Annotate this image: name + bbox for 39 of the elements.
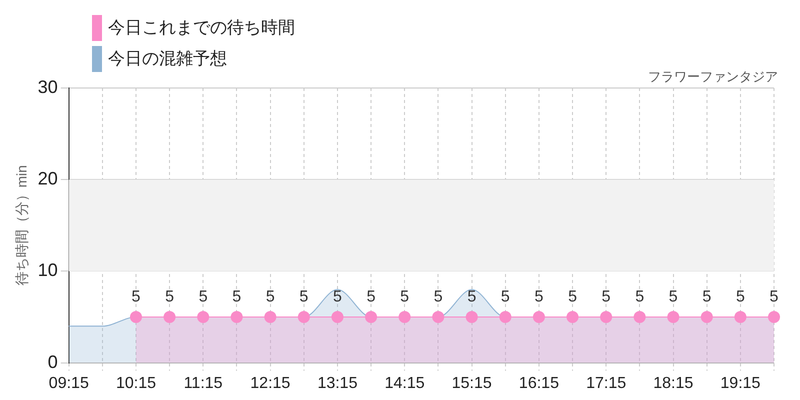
- x-tick-label: 19:15: [720, 374, 761, 392]
- x-tick-label: 12:15: [250, 374, 290, 392]
- data-label: 5: [266, 288, 275, 306]
- data-label: 5: [736, 288, 745, 306]
- data-label: 5: [232, 288, 242, 306]
- data-label: 5: [770, 288, 779, 306]
- x-tick-label: 14:15: [384, 374, 425, 392]
- x-tick-label: 10:15: [116, 374, 156, 392]
- data-label: 5: [702, 288, 712, 306]
- x-tick-label: 16:15: [518, 374, 560, 392]
- data-label: 5: [165, 288, 174, 306]
- data-label: 5: [668, 288, 678, 306]
- data-label: 5: [333, 288, 342, 306]
- x-tick-label: 11:15: [184, 374, 223, 392]
- y-tick-label: 0: [48, 352, 58, 372]
- legend-label: 今日これまでの待ち時間: [108, 17, 295, 39]
- data-label: 5: [467, 288, 476, 306]
- x-tick-label: 18:15: [653, 374, 694, 392]
- data-label: 5: [132, 288, 141, 306]
- x-tick-label: 15:15: [452, 374, 492, 392]
- y-tick-label: 20: [38, 168, 58, 189]
- data-label: 5: [366, 288, 376, 306]
- data-label: 5: [500, 288, 510, 306]
- legend-label: 今日の混雑予想: [108, 48, 227, 70]
- data-label: 5: [635, 288, 644, 306]
- data-label: 5: [198, 288, 208, 306]
- x-tick-label: 13:15: [317, 374, 358, 392]
- y-tick-label: 30: [38, 76, 58, 97]
- data-label: 5: [299, 288, 308, 306]
- x-tick-label: 09:15: [48, 374, 89, 392]
- data-label: 5: [602, 288, 611, 306]
- y-tick-label: 10: [38, 260, 58, 280]
- data-label: 5: [534, 288, 544, 306]
- chart-subtitle: フラワーファンタジア: [648, 69, 778, 86]
- y-axis-title: 待ち時間（分）min: [13, 165, 30, 286]
- data-label: 5: [434, 288, 443, 306]
- x-tick-label: 17:15: [586, 374, 626, 392]
- data-label: 5: [568, 288, 578, 306]
- data-label: 5: [400, 288, 410, 306]
